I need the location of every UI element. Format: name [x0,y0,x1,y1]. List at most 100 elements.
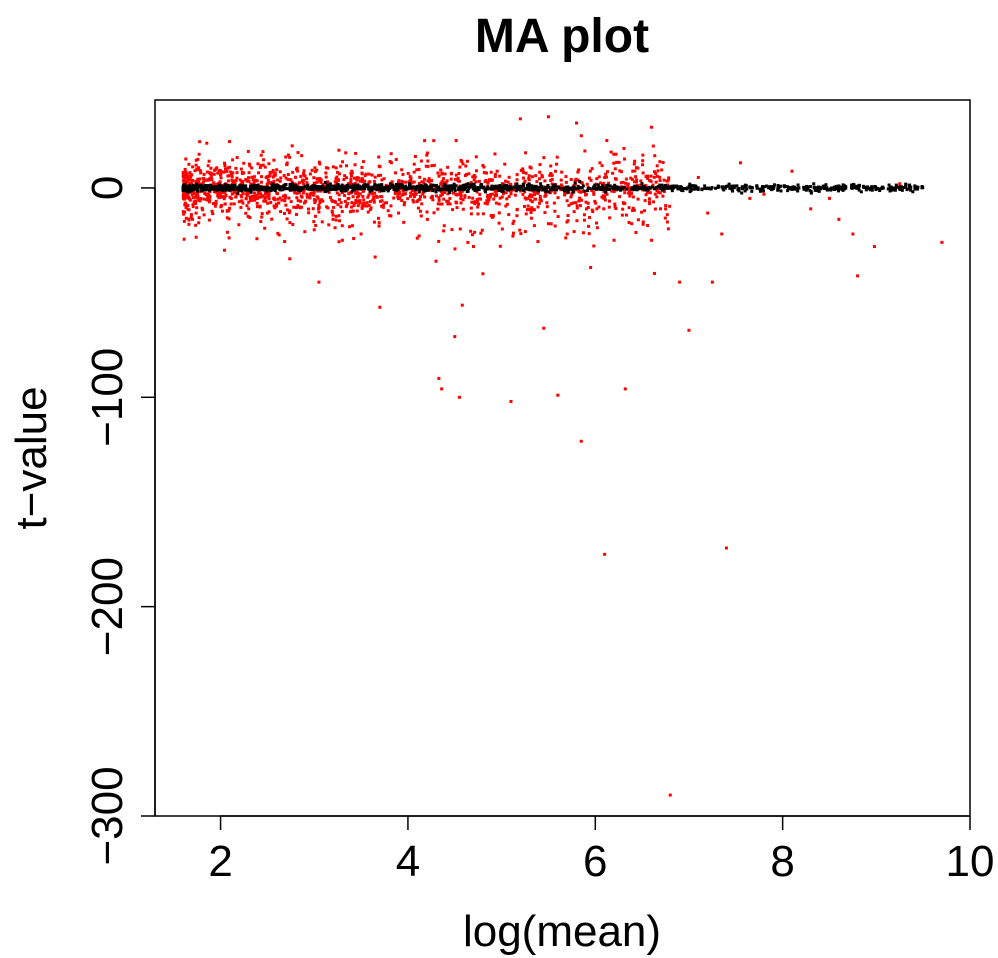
data-point [324,171,328,175]
data-point [263,192,267,196]
data-point [540,175,544,179]
data-point [717,185,721,189]
data-point [234,195,238,199]
data-point [372,198,376,202]
data-point [418,197,422,201]
data-point [556,393,560,397]
data-point [287,196,291,200]
data-point [544,193,548,197]
data-point [692,187,696,191]
data-point [242,171,246,175]
data-point [371,192,375,196]
data-point [223,164,227,168]
data-point [768,185,772,189]
data-point [641,220,645,224]
data-point [333,226,337,230]
data-point [898,182,902,186]
data-point [655,174,659,178]
data-point [582,218,586,222]
data-point [260,215,264,219]
data-point [361,189,365,193]
data-point [211,212,215,216]
data-point [525,183,529,187]
data-point [201,177,205,181]
data-point [193,169,197,173]
data-point [188,184,192,188]
data-point [809,207,813,211]
data-point [306,184,310,188]
data-point [623,387,627,391]
data-point [392,196,396,200]
data-point [440,172,444,176]
data-point [463,195,467,199]
data-point [873,185,877,189]
data-point [500,195,504,199]
data-point [560,170,564,174]
data-point [664,186,668,190]
data-point [225,216,229,220]
data-point [227,140,231,144]
data-point [275,191,279,195]
data-point [459,194,463,198]
data-point [210,209,214,213]
data-point [805,184,809,188]
data-point [878,187,882,191]
data-point [181,170,185,174]
data-point [230,178,234,182]
data-point [223,188,227,192]
data-point [400,184,404,188]
data-point [515,173,519,177]
y-axis: 0−100−200−300 [83,176,156,866]
data-point [238,186,242,190]
data-point [426,159,430,163]
data-point [622,185,626,189]
data-point [368,208,372,212]
data-point [519,189,523,193]
data-point [820,186,824,190]
data-point [425,217,429,221]
data-point [298,185,302,189]
data-point [507,175,511,179]
data-point [303,230,307,234]
data-point [564,236,568,240]
data-point [664,204,668,208]
data-point [201,185,205,189]
data-point [790,187,794,191]
data-point [509,185,513,189]
data-point [192,200,196,204]
data-point [306,187,310,191]
data-point [486,181,490,185]
data-point [367,193,371,197]
data-point [323,180,327,184]
data-point [380,183,384,187]
data-point [345,202,349,206]
data-point [248,195,252,199]
data-point [227,236,231,240]
data-point [431,183,435,187]
data-point [360,172,364,176]
data-point [635,188,639,192]
data-point [619,181,623,185]
data-point [191,205,195,209]
data-point [461,207,465,211]
data-point [307,211,311,215]
data-point [521,182,525,186]
data-point [317,160,321,164]
data-point [403,188,407,192]
data-point [481,212,485,216]
data-point [772,183,776,187]
data-point [414,185,418,189]
data-point [483,201,487,205]
data-point [628,194,632,198]
data-point [564,185,568,189]
data-point [380,204,384,208]
data-point [613,183,617,187]
data-point [616,187,620,191]
data-point [476,205,480,209]
data-point [276,231,280,235]
data-point [511,231,515,235]
data-point [358,192,362,196]
data-point [595,221,599,225]
data-point [252,183,256,187]
data-point [662,186,666,190]
